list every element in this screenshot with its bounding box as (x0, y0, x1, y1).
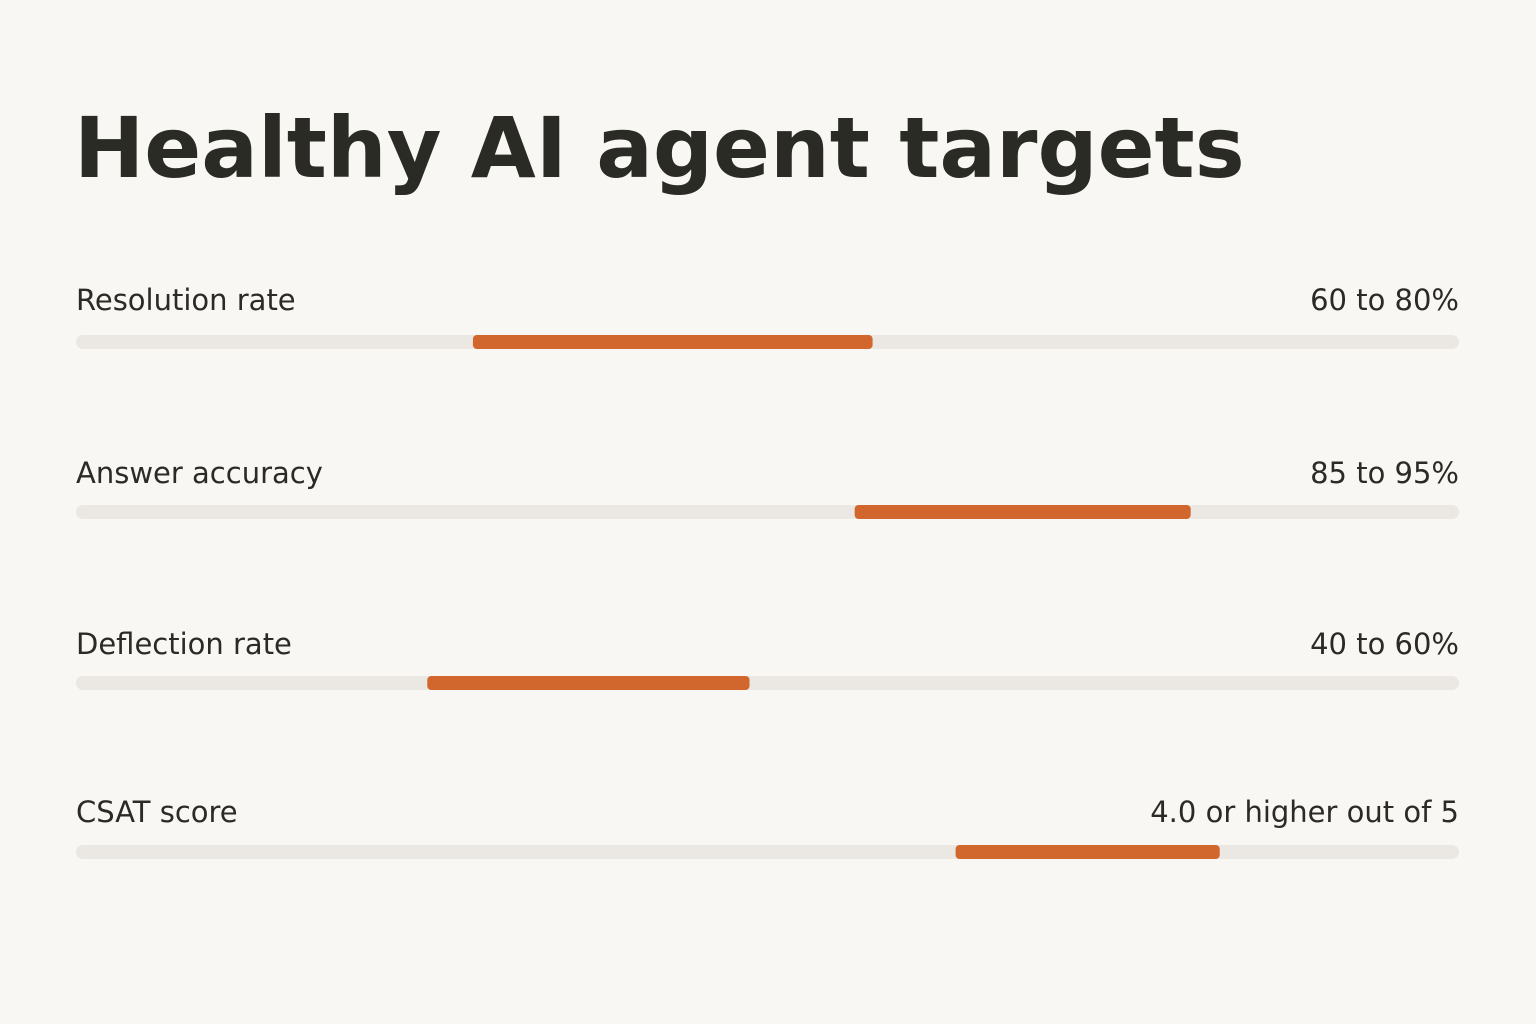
track (76, 505, 1459, 519)
range-bar (427, 676, 750, 690)
value-label: 85 to 95% (1310, 456, 1459, 490)
row-label: Deflection rate (76, 627, 292, 661)
chart-title: Healthy AI agent targets (74, 99, 1245, 197)
row-label: Resolution rate (76, 283, 296, 317)
value-label: 4.0 or higher out of 5 (1150, 795, 1459, 829)
track (76, 676, 1459, 690)
row-label: CSAT score (76, 795, 238, 829)
track (76, 845, 1459, 859)
range-bar (472, 335, 873, 349)
value-label: 40 to 60% (1310, 627, 1459, 661)
value-label: 60 to 80% (1310, 283, 1459, 317)
range-bar (854, 505, 1191, 519)
row-label: Answer accuracy (76, 456, 323, 490)
range-bar (955, 845, 1220, 859)
